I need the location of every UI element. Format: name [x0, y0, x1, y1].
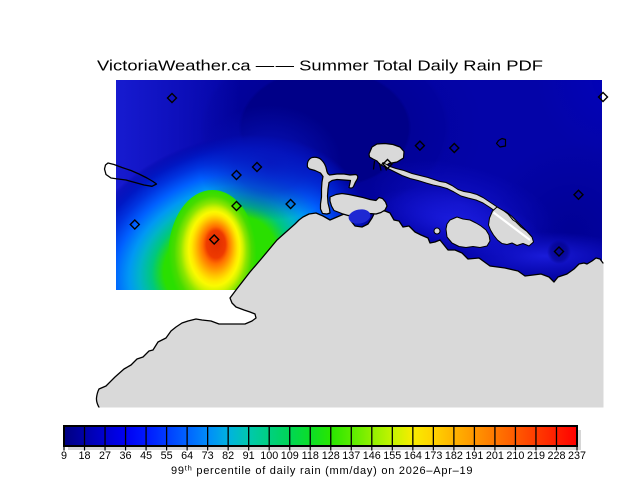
svg-text:91: 91: [243, 450, 255, 462]
svg-text:219: 219: [527, 450, 545, 462]
svg-text:36: 36: [120, 450, 132, 462]
svg-text:137: 137: [342, 450, 360, 462]
svg-text:55: 55: [161, 450, 173, 462]
svg-text:64: 64: [181, 450, 193, 462]
svg-text:18: 18: [79, 450, 91, 462]
svg-text:100: 100: [260, 450, 278, 462]
svg-text:27: 27: [99, 450, 111, 462]
svg-text:118: 118: [302, 450, 319, 462]
svg-text:155: 155: [383, 450, 401, 462]
svg-text:128: 128: [322, 450, 340, 462]
svg-text:201: 201: [486, 450, 504, 462]
svg-text:173: 173: [424, 450, 442, 462]
svg-text:99th percentile of daily rain: 99th percentile of daily rain (mm/day) o…: [171, 464, 473, 478]
svg-text:228: 228: [547, 450, 565, 462]
svg-text:73: 73: [202, 450, 214, 462]
svg-text:82: 82: [222, 450, 234, 462]
svg-text:191: 191: [465, 450, 483, 462]
svg-text:109: 109: [281, 450, 299, 462]
svg-text:210: 210: [506, 450, 524, 462]
svg-text:9: 9: [61, 450, 67, 462]
svg-text:45: 45: [140, 450, 152, 462]
svg-text:VictoriaWeather.ca — — Summer: VictoriaWeather.ca — — Summer Total Dail…: [97, 58, 543, 75]
svg-text:146: 146: [363, 450, 381, 462]
svg-text:182: 182: [445, 450, 463, 462]
svg-text:237: 237: [568, 450, 586, 462]
svg-text:164: 164: [404, 450, 422, 462]
